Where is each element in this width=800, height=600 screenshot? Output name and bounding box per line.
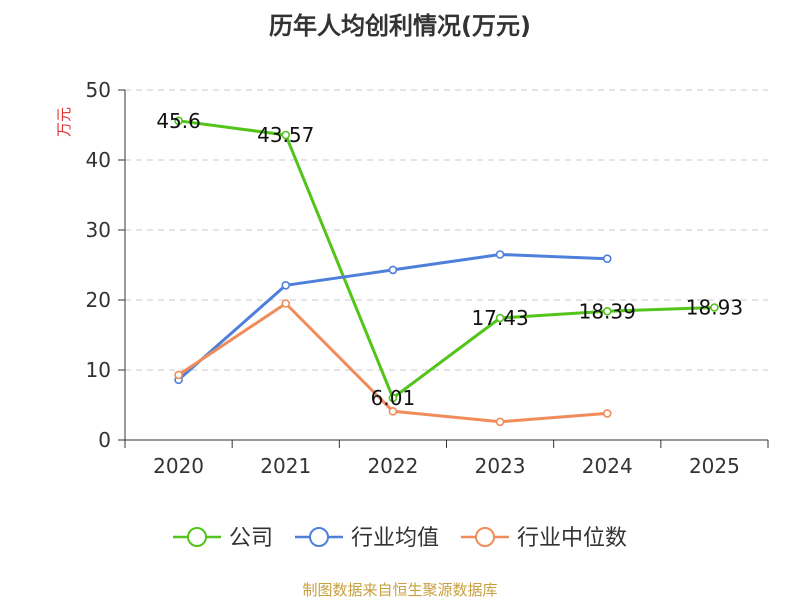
data-point <box>495 313 505 323</box>
legend-marker-circle <box>475 527 495 547</box>
y-tick-label: 20 <box>86 288 111 312</box>
data-label: 18.39 <box>579 299 636 323</box>
data-point <box>281 130 291 140</box>
x-tick-label: 2025 <box>689 454 740 478</box>
source-note: 制图数据来自恒生聚源数据库 <box>302 581 497 599</box>
legend-label: 行业均值 <box>351 526 439 551</box>
data-label: 45.6 <box>156 109 201 133</box>
data-point <box>602 254 612 264</box>
data-point <box>388 406 398 416</box>
series-lines <box>174 116 719 427</box>
x-tick-label: 2020 <box>153 454 204 478</box>
legend-marker-circle <box>187 527 207 547</box>
data-point <box>388 393 398 403</box>
data-point <box>495 250 505 259</box>
y-tick-label: 30 <box>86 218 111 242</box>
series-line <box>178 119 715 400</box>
data-point <box>710 303 719 312</box>
legend-label: 公司 <box>229 526 273 551</box>
data-point <box>174 370 183 380</box>
data-label: 18.93 <box>686 295 743 319</box>
y-tick-label: 40 <box>86 148 111 172</box>
data-label: 17.43 <box>471 306 528 330</box>
axes: 0 10 20 30 40 50 2020 2021 2022 2023 2024 2025 <box>86 78 769 478</box>
data-labels: 45.6 43.57 6.01 17.43 18.39 18.93 <box>156 109 743 410</box>
y-tick-label: 50 <box>86 78 111 102</box>
legend: 公司 行业均值 行业中位数 <box>173 526 627 551</box>
data-point <box>495 417 505 427</box>
data-label: 43.57 <box>257 123 314 147</box>
y-axis-label: 万元 <box>55 107 73 137</box>
data-point <box>602 306 612 316</box>
y-tick-label: 0 <box>98 428 111 452</box>
chart-title: 历年人均创利情况(万元) <box>269 12 531 40</box>
data-point <box>281 280 291 290</box>
data-label: 6.01 <box>371 386 416 410</box>
x-tick-label: 2024 <box>582 454 633 478</box>
data-point <box>281 299 291 308</box>
x-tick-label: 2021 <box>260 454 311 478</box>
data-point <box>174 116 183 126</box>
y-tick-label: 10 <box>86 358 111 382</box>
data-point <box>388 265 398 275</box>
data-point <box>602 409 612 418</box>
x-tick-label: 2023 <box>475 454 526 478</box>
x-tick-label: 2022 <box>367 454 418 478</box>
legend-marker-circle <box>309 527 329 547</box>
grid-lines <box>125 89 768 371</box>
legend-label: 行业中位数 <box>517 526 627 551</box>
